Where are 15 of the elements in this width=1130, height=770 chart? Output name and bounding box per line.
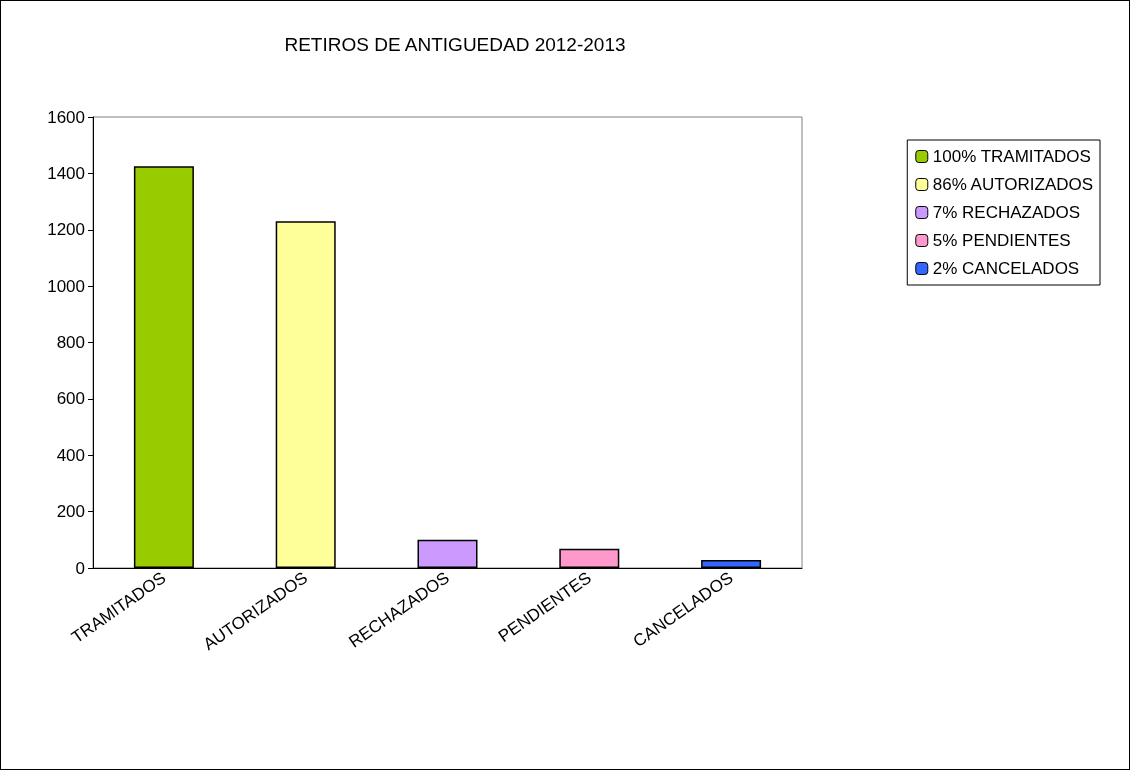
chart-title: RETIROS DE ANTIGUEDAD 2012-2013 (284, 34, 626, 55)
y-tick-label: 200 (56, 502, 85, 522)
y-tick-label: 1200 (47, 220, 85, 240)
y-tick-label: 1400 (47, 163, 85, 183)
y-tick-label: 1600 (47, 107, 85, 127)
legend-label: 7% RECHAZADOS (932, 203, 1081, 222)
legend-label: 5% PENDIENTES (932, 231, 1071, 250)
y-tick-label: 400 (56, 445, 85, 465)
legend-label: 2% CANCELADOS (932, 259, 1080, 278)
legend-label: 86% AUTORIZADOS (932, 175, 1094, 194)
y-tick-label: 0 (75, 558, 85, 578)
legend-label: 100% TRAMITADOS (932, 147, 1091, 166)
y-tick-label: 1000 (47, 276, 85, 296)
y-tick-label: 600 (56, 389, 85, 409)
y-tick-label: 800 (56, 333, 85, 352)
